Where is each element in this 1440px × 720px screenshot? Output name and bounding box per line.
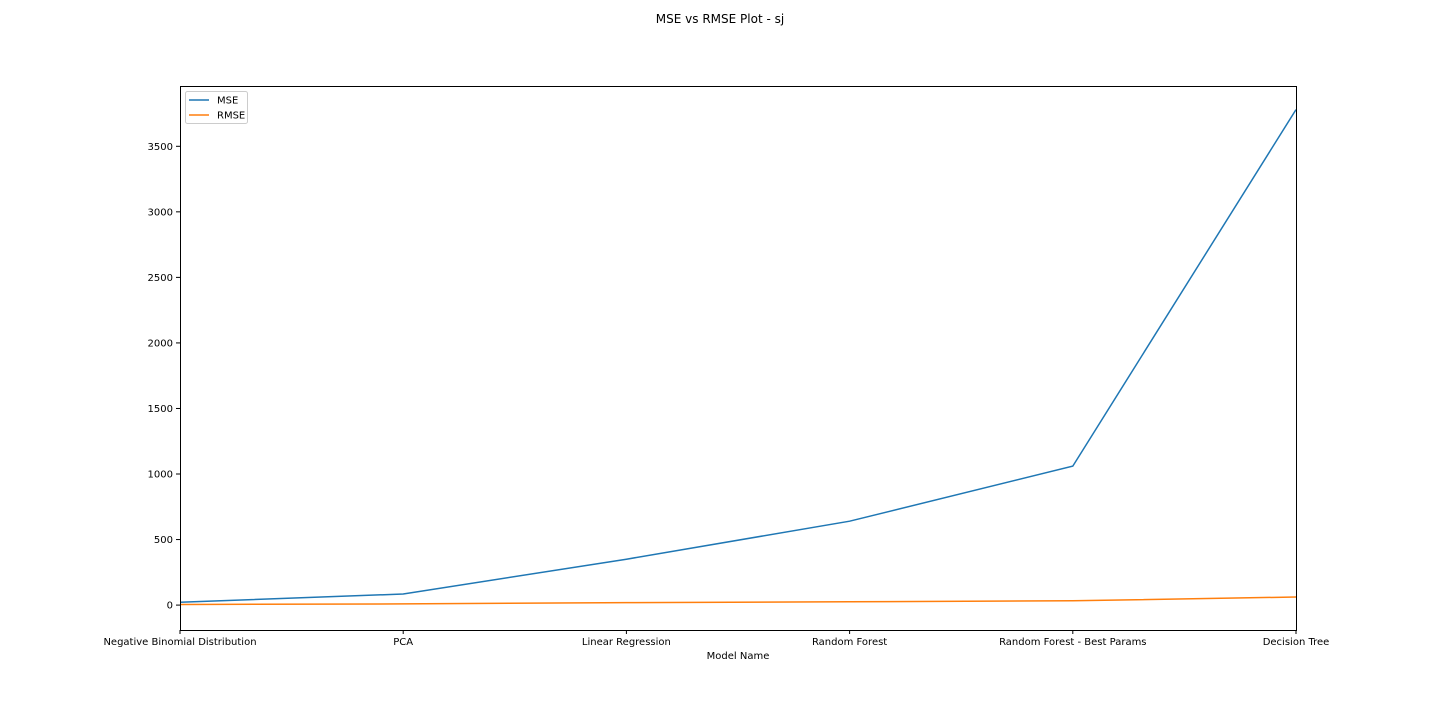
series-line-mse [179,109,1297,603]
y-tick-label: 500 [154,535,173,546]
x-tick-label: PCA [393,637,413,648]
y-tick-label: 3500 [148,142,173,153]
series-line-rmse [179,596,1297,606]
x-axis-label: Model Name [707,651,770,662]
legend: MSE RMSE [185,91,248,124]
series-layer [179,109,1297,606]
x-tick-label: Random Forest [812,637,887,648]
y-tick-label: 2000 [148,338,173,349]
x-tick-label: Random Forest - Best Params [999,637,1146,648]
x-tick-label: Linear Regression [582,637,671,648]
legend-label-rmse: RMSE [217,111,245,122]
y-tick-label: 0 [167,601,173,612]
y-axis-ticks: 0 500 1000 1500 2000 2500 3000 3500 [148,142,180,612]
y-tick-label: 1000 [148,470,173,481]
y-tick-label: 1500 [148,404,173,415]
legend-label-mse: MSE [217,96,238,107]
x-tick-label: Decision Tree [1263,637,1330,648]
y-tick-label: 2500 [148,273,173,284]
x-axis-ticks: Negative Binomial Distribution PCA Linear … [103,630,1329,648]
chart-title: MSE vs RMSE Plot - sj [655,12,785,26]
plot-frame [180,86,1297,631]
x-tick-label: Negative Binomial Distribution [103,637,256,648]
y-tick-label: 3000 [148,207,173,218]
